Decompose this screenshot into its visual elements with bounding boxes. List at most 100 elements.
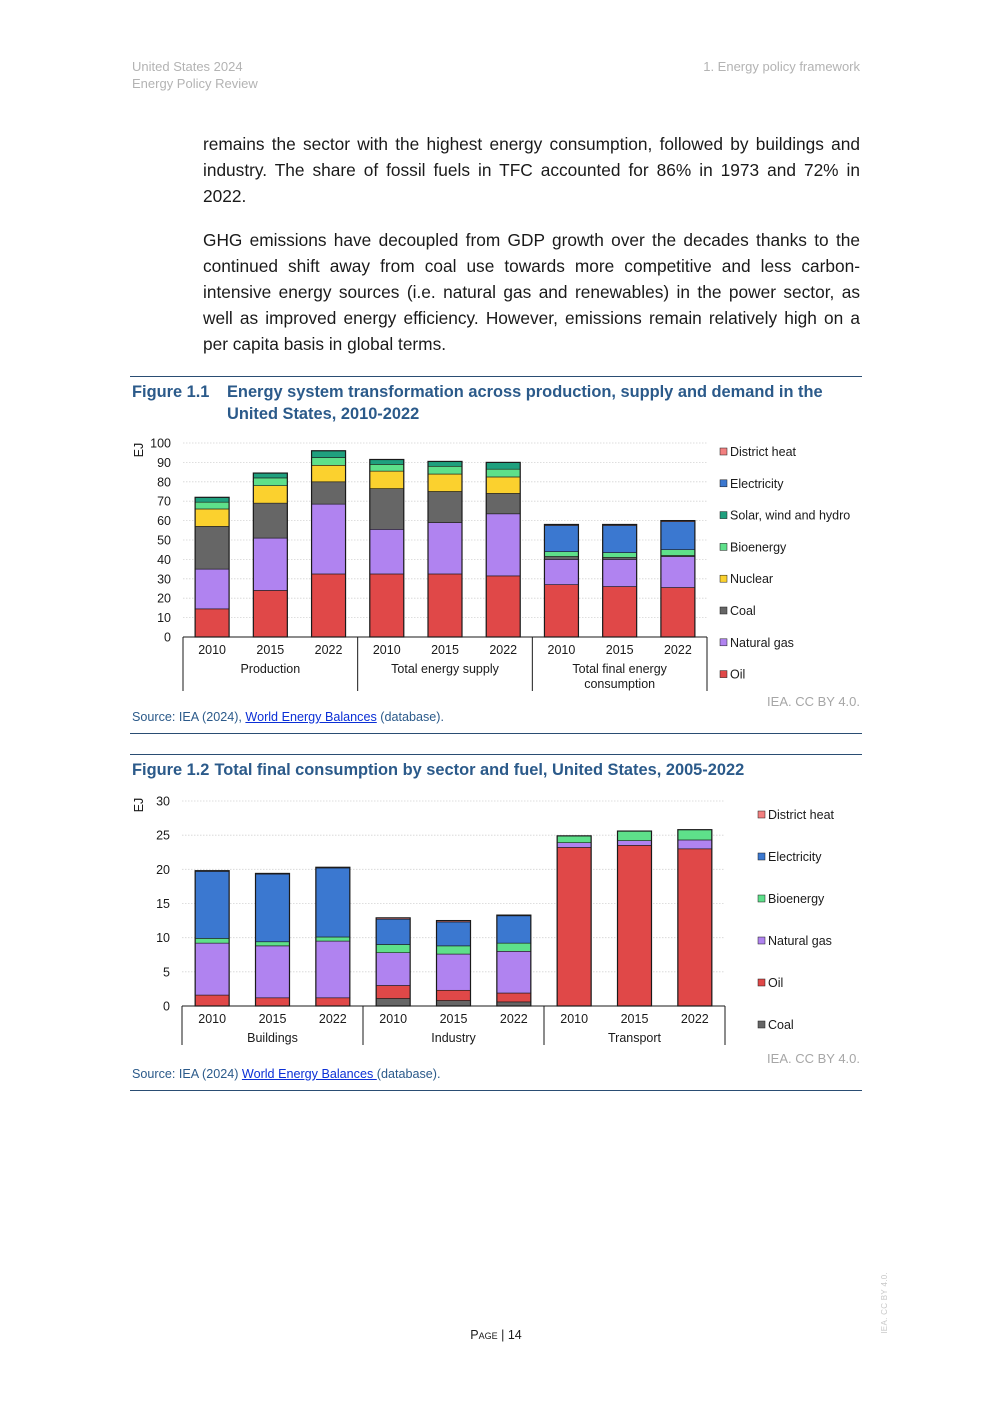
y-tick-label: 5 [163, 965, 170, 979]
bar-segment-natural-gas [255, 945, 290, 999]
bar-segment-bioenergy [311, 457, 346, 466]
x-tick-label: 2010 [560, 1012, 588, 1026]
bar-segment-oil [544, 584, 579, 638]
figure-1-bottom-rule [130, 733, 862, 734]
bar-segment-bioenergy [556, 835, 592, 843]
bar-segment-bioenergy [369, 464, 405, 472]
x-tick-label: 2010 [198, 1012, 226, 1026]
x-tick-label: 2015 [606, 643, 634, 657]
bar-segment-solar-wind-and-hydro [311, 450, 346, 458]
legend-label: Nuclear [730, 572, 773, 586]
legend-swatch [757, 852, 766, 861]
legend-label: Solar, wind and hydro [730, 509, 850, 523]
bar-segment-natural-gas [311, 503, 346, 575]
y-tick-label: 20 [157, 592, 171, 606]
bar-segment-natural-gas [496, 951, 532, 994]
bar-segment-bioenergy [436, 945, 471, 955]
x-tick-label: 2010 [548, 643, 576, 657]
side-credit: IEA. CC BY 4.0. [880, 1272, 889, 1334]
y-tick-label: 70 [157, 495, 171, 509]
legend-swatch [757, 1020, 766, 1029]
bar-segment-solar-wind-and-hydro [485, 462, 521, 470]
figure-2-number: Figure 1.2 [132, 761, 210, 779]
legend-swatch [719, 447, 728, 456]
y-axis-label: EJ [132, 798, 146, 813]
bar-segment-bioenergy [617, 830, 652, 841]
bar-segment-coal [544, 556, 579, 560]
bar-segment-natural-gas [315, 940, 351, 999]
figure-2-source-prefix: Source: IEA (2024) [132, 1067, 242, 1081]
y-tick-label: 80 [157, 475, 171, 489]
y-tick-label: 0 [164, 631, 171, 645]
legend-label: Natural gas [730, 636, 794, 650]
bar-segment-nuclear [427, 473, 463, 492]
y-tick-label: 15 [156, 897, 170, 911]
bar-segment-coal [485, 493, 521, 515]
page-separator: | [497, 1328, 508, 1342]
x-tick-label: 2010 [379, 1012, 407, 1026]
y-tick-label: 60 [157, 514, 171, 528]
y-tick-label: 25 [156, 829, 170, 843]
bar-segment-oil [677, 848, 713, 1007]
bar-segment-electricity [496, 915, 532, 944]
x-tick-label: 2015 [621, 1012, 649, 1026]
group-label: Total energy supply [391, 662, 499, 676]
bar-segment-natural-gas [194, 568, 230, 610]
paragraph-2: GHG emissions have decoupled from GDP gr… [203, 230, 860, 354]
bar-segment-bioenergy [375, 944, 411, 953]
bar-segment-natural-gas [427, 522, 463, 575]
bar-segment-electricity [602, 525, 637, 553]
bar-segment-nuclear [194, 508, 230, 527]
bar-segment-bioenergy [255, 941, 290, 947]
bar-segment-bioenergy [660, 549, 696, 556]
bar-segment-natural-gas [677, 839, 713, 850]
bar-segment-electricity [255, 873, 290, 943]
group-label: Transport [608, 1031, 662, 1045]
bar-segment-coal [427, 491, 463, 523]
figure-2-source-link[interactable]: World Energy Balances [241, 1067, 377, 1081]
bar-segment-oil [311, 573, 346, 638]
legend-swatch [719, 606, 728, 615]
bar-segment-oil [660, 587, 696, 638]
bar-segment-natural-gas [375, 952, 411, 986]
bar-segment-bioenergy [253, 477, 288, 486]
group-label: consumption [584, 677, 655, 691]
x-tick-label: 2015 [431, 643, 459, 657]
group-label: Production [240, 662, 300, 676]
bar-segment-natural-gas [602, 559, 637, 587]
report-title: United States 2024 [132, 59, 243, 74]
bar-segment-electricity [194, 871, 230, 939]
page-number-value: 14 [507, 1328, 522, 1342]
bar-segment-natural-gas [253, 537, 288, 591]
bar-segment-bioenergy [602, 552, 637, 558]
bar-segment-electricity [315, 867, 351, 938]
bar-segment-natural-gas [556, 842, 592, 848]
legend-swatch [719, 638, 728, 647]
legend-swatch [757, 936, 766, 945]
bar-segment-oil [255, 997, 290, 1007]
group-label: Total final energy [572, 662, 667, 676]
legend-label: Electricity [768, 850, 822, 864]
legend-swatch [719, 574, 728, 583]
figure-1-chart: 0 10 20 30 40 50 60 70 80 90 100 EJ 2010 2015 2022 2010… [132, 437, 850, 691]
figure-1-caption: Energy system transformation across prod… [227, 383, 823, 423]
page-label: Page [470, 1328, 498, 1342]
bar-segment-bioenergy [194, 938, 230, 944]
figure-2-source-suffix: (database). [376, 1067, 441, 1081]
bar-segment-electricity [660, 521, 696, 550]
y-tick-label: 100 [150, 437, 171, 451]
bar-segment-oil [485, 575, 521, 638]
figure-1-source-link[interactable]: World Energy Balances [245, 710, 377, 724]
figure-2-source: Source: IEA (2024) World Energy Balances… [132, 1067, 441, 1081]
bar-segment-oil [617, 845, 652, 1007]
figure-1-source-suffix: (database). [376, 710, 444, 724]
legend-swatch [757, 978, 766, 987]
figure-1-source: Source: IEA (2024), World Energy Balance… [132, 710, 444, 724]
figure-2-bottom-rule [130, 1090, 862, 1091]
bar-segment-electricity [544, 525, 579, 552]
y-tick-label: 50 [157, 534, 171, 548]
bar-segment-oil [556, 847, 592, 1007]
figure-2-top-rule [130, 754, 862, 755]
legend-label: Oil [730, 668, 745, 682]
group-label: Buildings [247, 1031, 298, 1045]
